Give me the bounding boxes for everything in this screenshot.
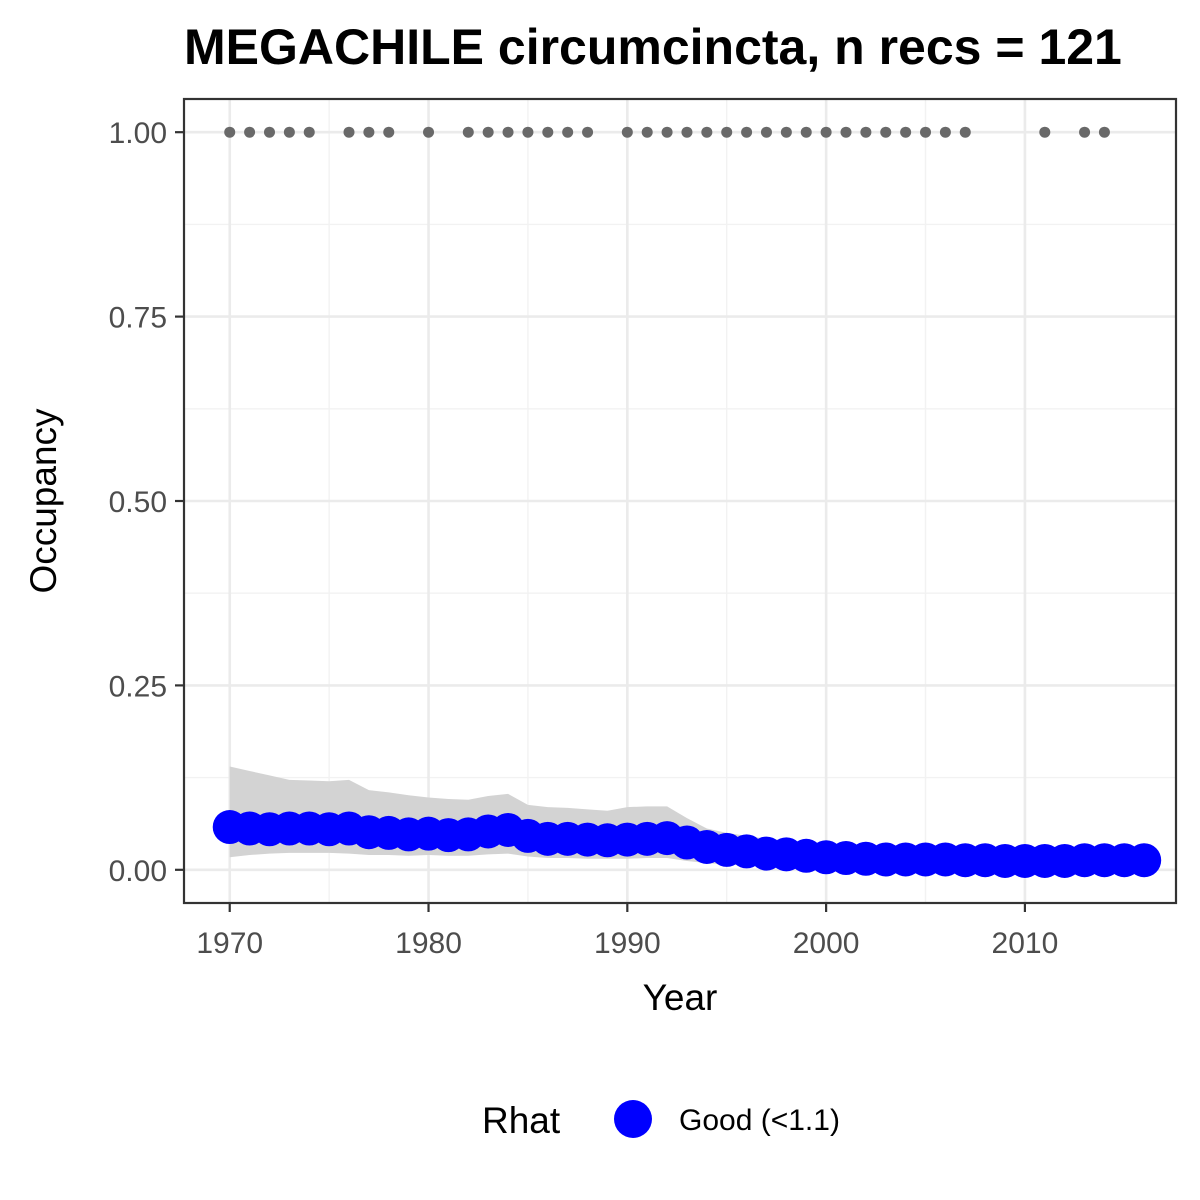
record-point	[502, 126, 514, 138]
record-point	[582, 126, 594, 138]
legend-label-good: Good (<1.1)	[679, 1104, 840, 1137]
record-point	[621, 126, 633, 138]
record-point	[701, 126, 713, 138]
record-point	[224, 126, 236, 138]
legend-key-good	[614, 1100, 652, 1138]
record-point	[263, 126, 275, 138]
record-point	[860, 126, 872, 138]
record-point	[800, 126, 812, 138]
record-point	[721, 126, 733, 138]
y-axis-title: Occupancy	[23, 408, 64, 594]
y-tick-label: 0.75	[109, 302, 167, 335]
record-point	[462, 126, 474, 138]
record-point	[562, 126, 574, 138]
record-point	[959, 126, 971, 138]
data-point	[1127, 843, 1162, 878]
legend: Rhat Good (<1.1)	[482, 1100, 840, 1141]
record-point	[760, 126, 772, 138]
y-tick-label: 1.00	[109, 117, 167, 150]
record-point	[661, 126, 673, 138]
x-tick-label: 2000	[793, 927, 860, 960]
x-tick-label: 2010	[992, 927, 1059, 960]
record-point	[820, 126, 832, 138]
y-tick-label: 0.50	[109, 486, 167, 519]
record-point	[542, 126, 554, 138]
record-point	[1098, 126, 1110, 138]
record-point	[1079, 126, 1091, 138]
record-points	[224, 126, 1110, 138]
record-point	[920, 126, 932, 138]
record-point	[780, 126, 792, 138]
record-point	[900, 126, 912, 138]
y-axis: 0.00 0.25 0.50 0.75 1.00	[109, 117, 184, 888]
record-point	[363, 126, 375, 138]
y-tick-label: 0.00	[109, 855, 167, 888]
record-point	[641, 126, 653, 138]
record-point	[880, 126, 892, 138]
record-point	[383, 126, 395, 138]
record-point	[681, 126, 693, 138]
record-point	[482, 126, 494, 138]
chart-title: MEGACHILE circumcincta, n recs = 121	[184, 19, 1122, 75]
record-point	[244, 126, 256, 138]
record-point	[741, 126, 753, 138]
x-axis-title: Year	[643, 977, 718, 1018]
x-tick-label: 1990	[594, 927, 661, 960]
y-tick-label: 0.25	[109, 670, 167, 703]
record-point	[939, 126, 951, 138]
record-point	[522, 126, 534, 138]
record-point	[343, 126, 355, 138]
record-point	[423, 126, 435, 138]
legend-title: Rhat	[482, 1100, 561, 1141]
record-point	[840, 126, 852, 138]
x-tick-label: 1980	[395, 927, 462, 960]
occupancy-series	[212, 810, 1162, 878]
x-axis: 1970 1980 1990 2000 2010	[196, 903, 1058, 960]
record-point	[1039, 126, 1051, 138]
record-point	[303, 126, 315, 138]
x-tick-label: 1970	[196, 927, 263, 960]
record-point	[283, 126, 295, 138]
